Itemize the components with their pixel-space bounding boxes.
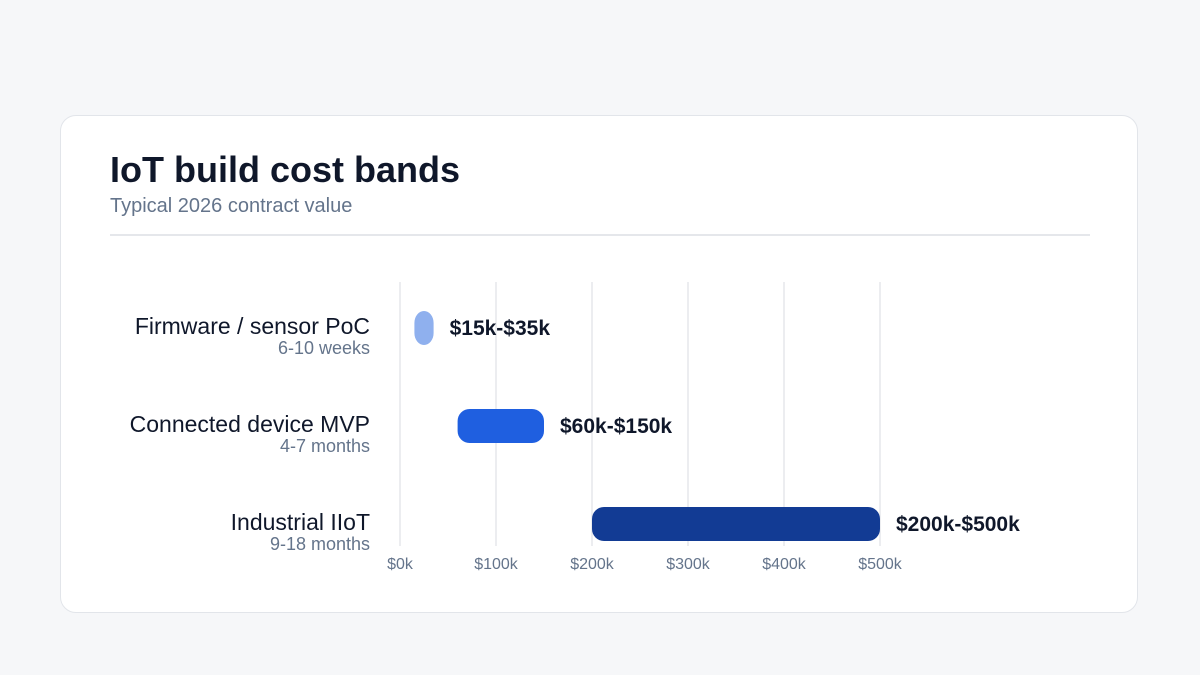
category-label: Firmware / sensor PoC [135, 313, 370, 339]
x-tick-label: $200k [570, 556, 615, 573]
range-bar [592, 507, 880, 541]
x-axis-ticks: $0k $100k $200k $300k $400k $500k [387, 556, 903, 573]
range-value-label: $200k-$500k [896, 513, 1020, 536]
chart-subtitle: Typical 2026 contract value [110, 195, 353, 217]
header-divider [110, 234, 1090, 236]
range-value-label: $60k-$150k [560, 415, 672, 438]
duration-label: 4-7 months [280, 436, 370, 456]
duration-label: 6-10 weeks [278, 338, 370, 358]
chart-title: IoT build cost bands [110, 149, 460, 190]
x-tick-label: $100k [474, 556, 519, 573]
duration-label: 9-18 months [270, 534, 370, 554]
x-tick-label: $500k [858, 556, 903, 573]
range-bar [457, 409, 544, 443]
x-tick-label: $300k [666, 556, 711, 573]
grid-lines [399, 282, 881, 546]
x-tick-label: $400k [762, 556, 807, 573]
range-value-label: $15k-$35k [450, 317, 551, 340]
category-label: Connected device MVP [130, 411, 370, 437]
range-bars: $15k-$35k $60k-$150k $200k-$500k [414, 311, 1020, 541]
range-bar [414, 311, 434, 345]
category-label: Industrial IIoT [231, 509, 370, 535]
x-tick-label: $0k [387, 556, 414, 573]
